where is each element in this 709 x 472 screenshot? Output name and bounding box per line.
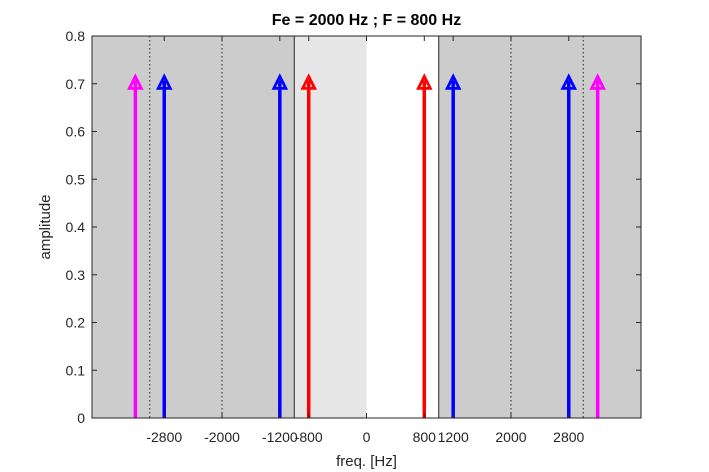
stem-aliases [271,73,289,418]
stem-marker [560,73,578,90]
shaded-regions [92,36,641,418]
stem-aliases [444,73,462,418]
x-axis-ticks: -2800 -2000 -1200-800 0 800 1200 2000 2800 [146,36,585,445]
stem-marker [444,73,462,90]
x-tick-label: -2000 [204,429,240,445]
y-tick-label: 0.1 [66,362,86,378]
stem-marker [589,73,606,90]
stem-marker [155,73,173,90]
x-tick-label: 800 [413,429,437,445]
x-tick-label: 1200 [438,429,469,445]
x-tick-label: 2800 [553,429,584,445]
stem-edge [589,73,606,418]
y-axis-label: amplitude [37,194,54,259]
x-tick-label: -800 [295,429,323,445]
x-tick-label: 0 [363,429,371,445]
chart-title: Fe = 2000 Hz ; F = 800 Hz [272,12,461,29]
y-tick-label: 0.4 [66,219,86,235]
x-tick-label: 2000 [495,429,526,445]
y-tick-label: 0.6 [66,124,86,140]
y-tick-label: 0.8 [66,28,86,44]
region-outer-left [92,36,295,418]
y-tick-label: 0.3 [66,267,86,283]
y-axis-ticks: 0 0.1 0.2 0.3 0.4 0.5 0.6 0.7 0.8 [66,28,641,426]
stem-original [300,73,317,418]
reference-lines [149,36,584,418]
region-inner-left [294,36,367,418]
y-tick-label: 0.7 [66,76,86,92]
stem-aliases [560,73,578,418]
stem-marker [127,73,144,90]
stem-aliases [155,73,173,418]
x-tick-label: -2800 [146,429,182,445]
x-axis-label: freq. [Hz] [336,453,397,470]
y-tick-label: 0 [77,410,85,426]
x-tick-label: -1200 [262,429,298,445]
region-outer-right [438,36,641,418]
stem-edge [127,73,144,418]
stem-original [416,73,433,418]
stem-marker [271,73,289,90]
stem-marker [300,73,317,90]
y-tick-label: 0.5 [66,171,86,187]
y-tick-label: 0.2 [66,315,86,331]
stem-marker [416,73,433,90]
stem-series [127,73,606,418]
